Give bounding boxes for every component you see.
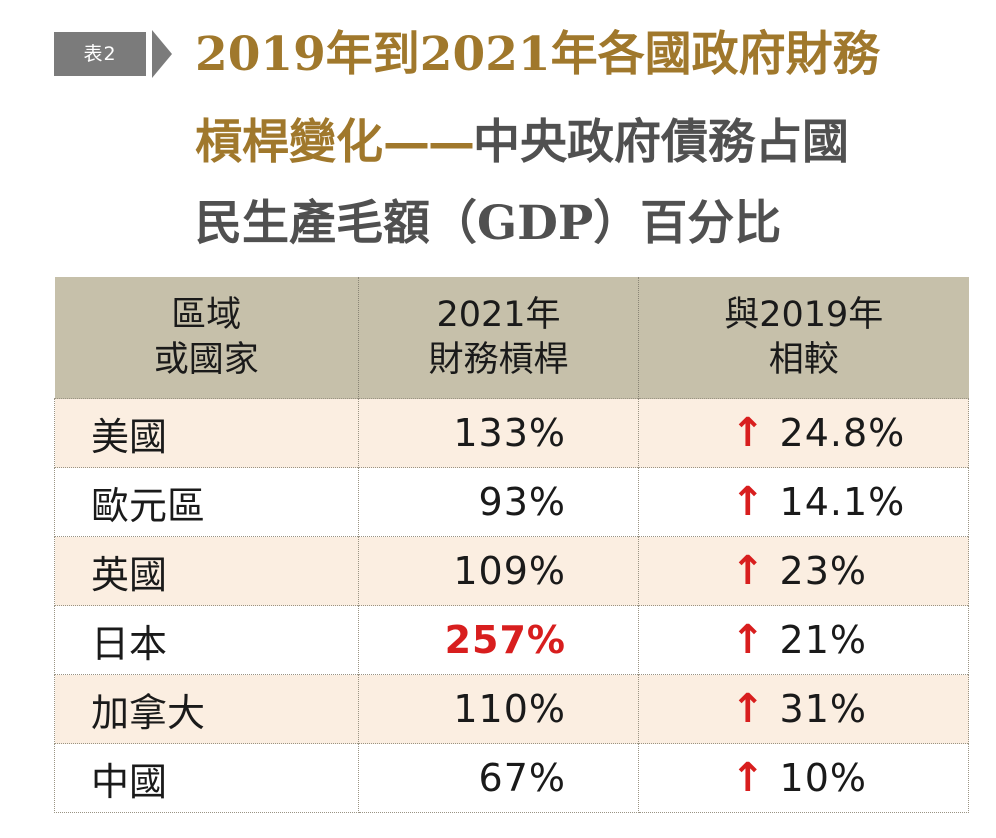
table-row: 加拿大 110% ↑ 31% bbox=[54, 674, 969, 744]
title-line-3: 民生產毛額（GDP）百分比 bbox=[195, 196, 782, 251]
leverage-cell: 110% bbox=[358, 674, 639, 744]
table-row: 英國 109% ↑ 23% bbox=[54, 536, 969, 606]
header-leverage: 2021年 財務槓桿 bbox=[358, 277, 639, 399]
title-line-1: 2019年到2021年各國政府財務 bbox=[195, 27, 880, 82]
header-change: 與2019年 相較 bbox=[638, 277, 969, 399]
header-region: 區域 或國家 bbox=[54, 277, 359, 399]
title-dash: —— bbox=[383, 115, 475, 170]
title-line-2-gold: 槓桿變化 bbox=[195, 115, 383, 170]
up-arrow-icon: ↑ bbox=[731, 410, 766, 456]
up-arrow-icon: ↑ bbox=[731, 617, 766, 663]
change-value: 14.1% bbox=[779, 480, 906, 524]
table-body: 美國 133% ↑ 24.8% 歐元區 93% ↑ 14.1% 英國 109% ↑ 2… bbox=[54, 398, 969, 813]
change-value: 10% bbox=[779, 756, 867, 800]
title-line-2: 槓桿變化——中央政府債務占國 bbox=[195, 115, 985, 171]
change-cell: ↑ 23% bbox=[638, 536, 969, 606]
leverage-cell-highlight: 257% bbox=[358, 605, 639, 675]
header-region-line2: 或國家 bbox=[153, 339, 259, 380]
change-value: 21% bbox=[779, 618, 867, 662]
up-arrow-icon: ↑ bbox=[731, 686, 766, 732]
region-cell: 日本 bbox=[54, 605, 359, 675]
region-cell: 英國 bbox=[54, 536, 359, 606]
header-change-line1: 與2019年 bbox=[724, 294, 884, 335]
change-value: 24.8% bbox=[779, 411, 906, 455]
table-row: 美國 133% ↑ 24.8% bbox=[54, 398, 969, 468]
up-arrow-icon: ↑ bbox=[731, 548, 766, 594]
leverage-cell: 109% bbox=[358, 536, 639, 606]
table-header: 區域 或國家 2021年 財務槓桿 與2019年 相較 bbox=[54, 277, 969, 399]
up-arrow-icon: ↑ bbox=[731, 755, 766, 801]
change-cell: ↑ 24.8% bbox=[638, 398, 969, 468]
change-cell: ↑ 21% bbox=[638, 605, 969, 675]
table-row: 中國 67% ↑ 10% bbox=[54, 743, 969, 813]
header-leverage-line1: 2021年 bbox=[436, 294, 561, 335]
title-line-2-grey: 中央政府債務占國 bbox=[473, 115, 849, 170]
header-leverage-line2: 財務槓桿 bbox=[428, 339, 569, 380]
up-arrow-icon: ↑ bbox=[731, 479, 766, 525]
region-cell: 中國 bbox=[54, 743, 359, 813]
leverage-cell: 67% bbox=[358, 743, 639, 813]
leverage-cell: 133% bbox=[358, 398, 639, 468]
change-cell: ↑ 14.1% bbox=[638, 467, 969, 537]
table-number-badge: 表2 bbox=[54, 32, 146, 76]
leverage-cell: 93% bbox=[358, 467, 639, 537]
region-cell: 美國 bbox=[54, 398, 359, 468]
table-row: 歐元區 93% ↑ 14.1% bbox=[54, 467, 969, 537]
header-region-line1: 區域 bbox=[171, 294, 242, 335]
change-cell: ↑ 31% bbox=[638, 674, 969, 744]
region-cell: 加拿大 bbox=[54, 674, 359, 744]
region-cell: 歐元區 bbox=[54, 467, 359, 537]
change-value: 31% bbox=[779, 687, 867, 731]
header-change-line2: 相較 bbox=[768, 339, 839, 380]
change-cell: ↑ 10% bbox=[638, 743, 969, 813]
leverage-table: 區域 或國家 2021年 財務槓桿 與2019年 相較 美國 133% ↑ 24.… bbox=[54, 277, 969, 813]
badge-arrow-icon bbox=[152, 30, 172, 78]
change-value: 23% bbox=[779, 549, 867, 593]
table-row: 日本 257% ↑ 21% bbox=[54, 605, 969, 675]
